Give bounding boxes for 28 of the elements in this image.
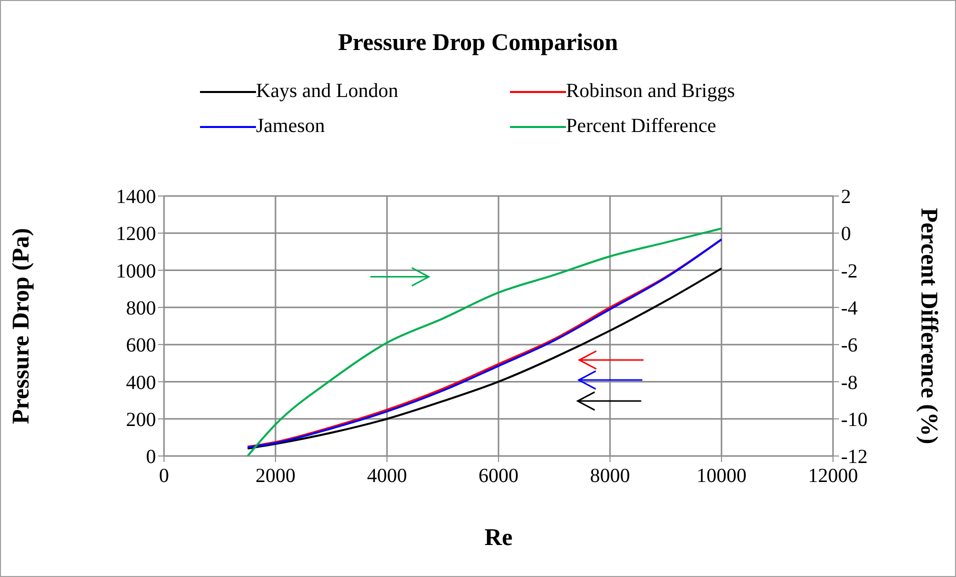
legend-label: Jameson [256,115,325,138]
legend-label: Kays and London [256,80,398,103]
y-axis-title: Pressure Drop (Pa) [8,228,35,424]
y-tick-label: 600 [126,334,156,357]
y-tick-label: 400 [126,372,156,394]
y-tick-label: 0 [146,446,156,468]
x-tick-label: 8000 [590,465,630,488]
legend-label: Robinson and Briggs [566,80,735,103]
y-tick-label: 1000 [116,260,156,282]
y-tick-label: 200 [126,408,156,431]
x-tick-label: 4000 [367,465,407,488]
y-tick-label: 1400 [116,186,156,208]
y-tick-label: 800 [126,298,156,320]
x-tick-label: 10000 [696,465,746,488]
y2-tick-label: 2 [841,186,851,208]
y2-tick-label: -8 [841,372,858,394]
legend-label: Percent Difference [566,115,716,138]
y2-axis-title: Percent Difference (%) [915,208,942,444]
x-tick-label: 6000 [478,465,518,488]
x-tick-label: 2000 [256,465,296,488]
y2-tick-label: 0 [841,223,851,246]
y2-tick-label: -6 [841,334,858,357]
x-axis-title: Re [484,525,513,551]
y2-tick-label: -4 [841,298,858,320]
y-tick-label: 1200 [116,223,156,246]
chart-title: Pressure Drop Comparison [336,30,619,57]
y2-tick-label: -2 [841,260,858,282]
y2-tick-label: -10 [841,408,868,431]
